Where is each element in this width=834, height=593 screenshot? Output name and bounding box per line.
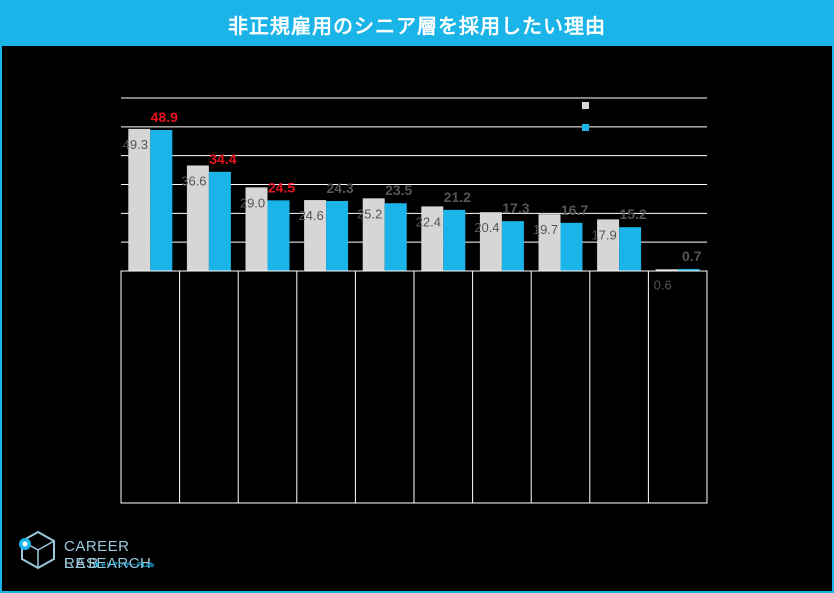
bar-series-b: [560, 222, 583, 271]
legend-marker-series-b: [582, 124, 589, 131]
data-label-series-b: 0.7: [682, 248, 702, 264]
data-label-series-b: 23.5: [385, 182, 412, 198]
bar-series-b: [150, 130, 173, 271]
data-label-series-b: 16.7: [561, 202, 588, 218]
bar-series-b: [384, 203, 407, 271]
bar-series-b: [501, 221, 524, 271]
data-label-series-b: 34.4: [209, 151, 236, 167]
logo-line2: LAB: [64, 555, 102, 572]
bar-series-b: [619, 227, 642, 271]
data-label-series-a: 19.7: [533, 222, 558, 237]
data-label-series-a: 24.6: [298, 208, 323, 223]
logo-tagline: キャリアリサーチLab: [94, 562, 155, 569]
data-label-series-b: 21.2: [444, 189, 471, 205]
data-label-series-a: 20.4: [474, 220, 499, 235]
bar-series-a: [362, 198, 385, 271]
bar-series-a: [597, 219, 620, 271]
chart-title: 非正規雇用のシニア層を採用したい理由: [2, 2, 832, 46]
logo-line1: CAREER RESEARCH: [64, 538, 152, 572]
bar-series-b: [443, 209, 466, 271]
bar-series-a: [421, 206, 444, 271]
data-label-series-b: 15.2: [619, 206, 646, 222]
cube-logo-icon: [19, 530, 55, 570]
data-label-series-a: 36.6: [181, 173, 206, 188]
data-label-series-a: 49.3: [123, 137, 148, 152]
bar-series-b: [208, 171, 231, 271]
career-research-lab-logo: CAREER RESEARCH LAB キャリアリサーチLab: [16, 528, 206, 574]
bar-series-a: [538, 214, 561, 271]
bar-series-a: [186, 165, 209, 271]
data-label-series-a: 17.9: [591, 227, 616, 242]
bar-series-b: [677, 268, 700, 271]
data-label-series-a: 22.4: [416, 214, 441, 229]
bar-series-b: [267, 200, 290, 271]
bar-series-a: [128, 128, 151, 271]
bar-series-b: [326, 200, 349, 271]
bar-series-a: [655, 269, 678, 271]
data-label-series-b: 24.3: [326, 180, 353, 196]
bar-series-a: [304, 200, 327, 271]
data-label-series-a: 0.6: [654, 277, 672, 292]
bar-series-a: [479, 212, 502, 271]
data-label-series-b: 48.9: [151, 109, 178, 125]
bar-series-a: [245, 187, 268, 271]
data-label-series-b: 17.3: [502, 200, 529, 216]
data-label-series-b: 24.5: [268, 179, 295, 195]
legend-marker-series-a: [582, 102, 589, 109]
data-label-series-a: 29.0: [240, 195, 265, 210]
data-label-series-a: 25.2: [357, 206, 382, 221]
